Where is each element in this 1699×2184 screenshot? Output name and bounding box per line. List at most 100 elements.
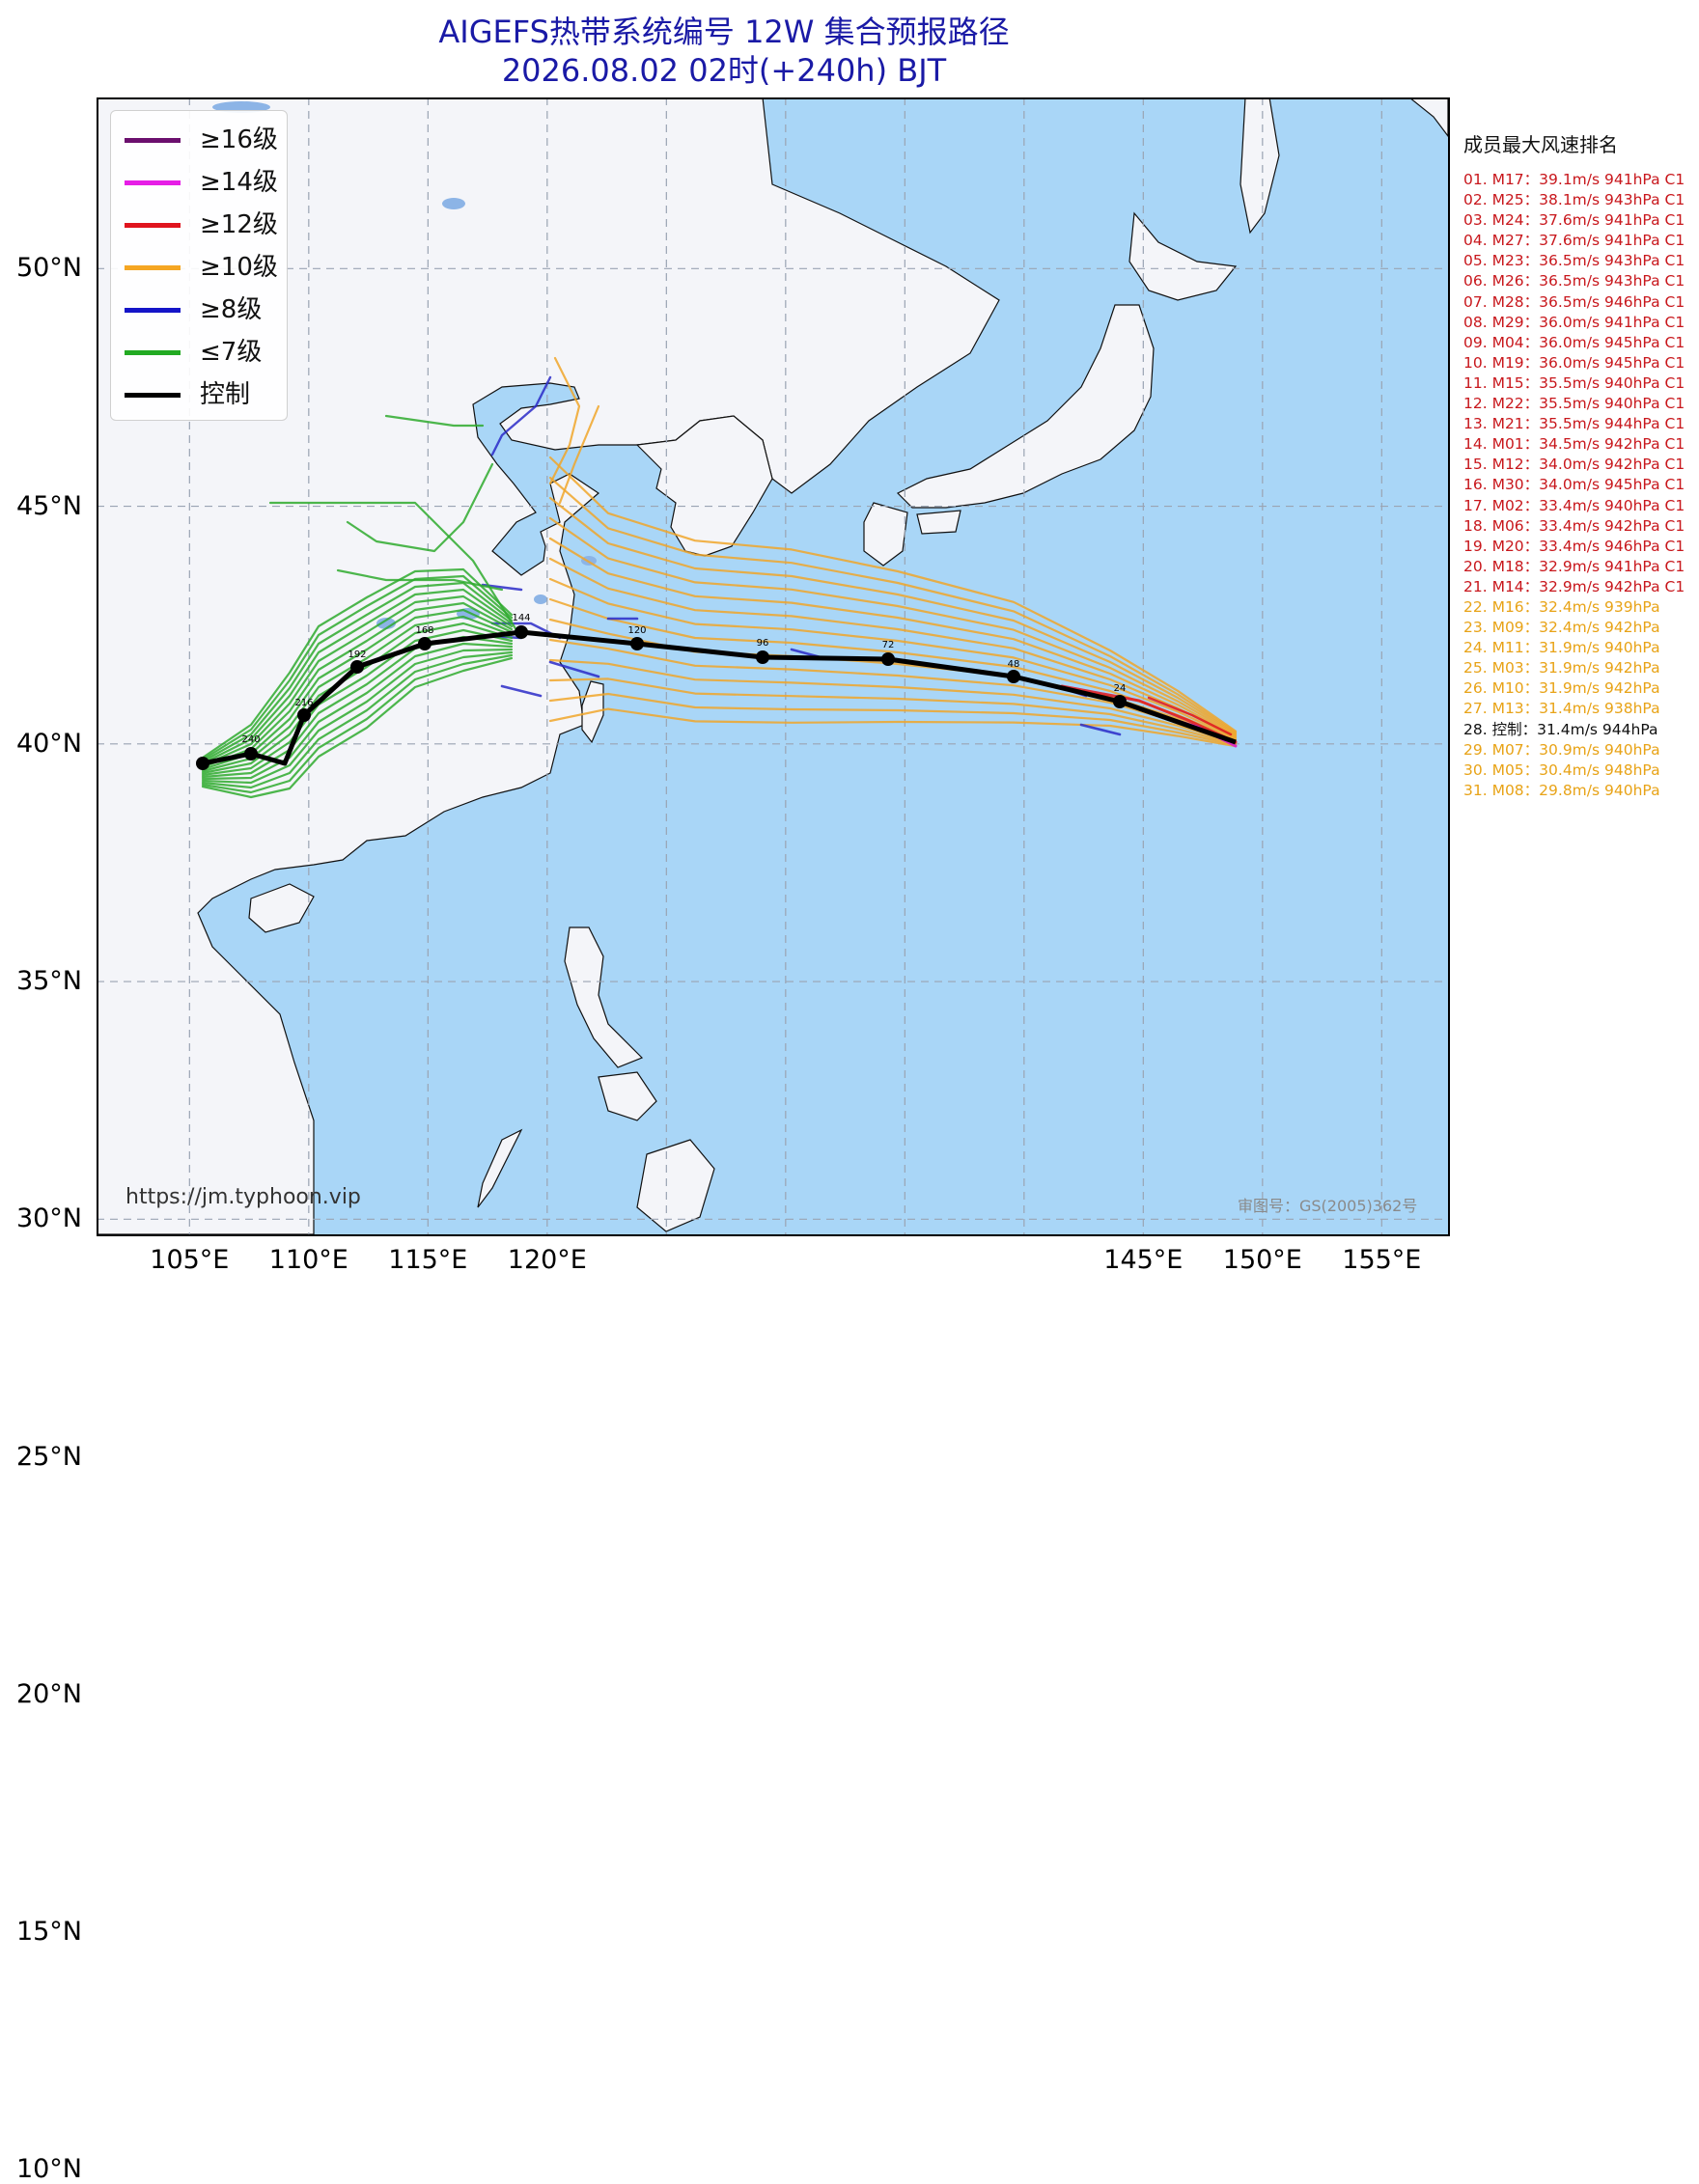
ensemble-member-track — [548, 537, 1238, 737]
ensemble-member-track — [1060, 684, 1238, 744]
ensemble-member-track — [548, 557, 1238, 738]
latitude-label: 45°N — [15, 490, 82, 521]
land-kyushu — [863, 502, 908, 567]
ensemble-member-track — [201, 650, 514, 789]
ranking-row: 22. M16：32.4m/s 939hPa — [1463, 597, 1660, 616]
control-track — [196, 625, 1237, 770]
land-visayas — [598, 1071, 657, 1121]
ensemble-member-track — [201, 567, 514, 760]
ensemble-member-track — [336, 568, 504, 592]
ranking-row: 26. M10：31.9m/s 942hPa — [1463, 679, 1660, 698]
latitude-label: 30°N — [15, 1203, 82, 1234]
ranking-row: 05. M23：36.5m/s 943hPa C1 — [1463, 252, 1685, 270]
land-asia-mainland — [97, 97, 1000, 1234]
legend-label: ≤7级 — [200, 338, 263, 367]
legend-label: ≥8级 — [200, 295, 263, 324]
legend-label: 控制 — [200, 380, 251, 409]
map-title: AIGEFS热带系统编号 12W 集合预报路径 — [438, 14, 1010, 50]
ranking-row: 19. M20：33.4m/s 946hPa C1 — [1463, 537, 1685, 555]
legend-item: ≥16级 — [111, 121, 287, 159]
land-korea — [635, 415, 773, 557]
ensemble-member-track — [384, 414, 485, 428]
ensemble-tracks — [201, 356, 1238, 799]
ensemble-member-track — [548, 516, 1238, 736]
hour-label: 240 — [241, 734, 260, 745]
longitude-label: 110°E — [268, 1245, 348, 1275]
ranking-row: 06. M26：36.5m/s 943hPa C1 — [1463, 272, 1685, 290]
map-canvas[interactable]: 24 48 72 96 120 144 168 192 216 240 — [97, 97, 1448, 1234]
ensemble-member-track — [201, 588, 514, 765]
ensemble-member-track — [201, 653, 514, 794]
ensemble-member-track — [548, 356, 581, 485]
source-watermark: https://jm.typhoon.vip — [125, 1185, 361, 1209]
land-sakhalin — [1239, 97, 1280, 235]
legend-swatch — [125, 265, 181, 270]
legend-item: ≥12级 — [111, 206, 287, 244]
latitude-label: 10°N — [15, 2154, 82, 2184]
latitude-label: 40°N — [15, 728, 82, 759]
hour-label: 168 — [415, 625, 433, 636]
legend-label: ≥16级 — [200, 125, 278, 154]
ensemble-member-track — [201, 608, 514, 771]
ensemble-member-track — [201, 656, 514, 799]
control-track-point — [297, 708, 311, 722]
ranking-row: 13. M21：35.5m/s 944hPa C1 — [1463, 415, 1685, 433]
land-kamchatka — [1408, 97, 1448, 138]
legend-item: ≥10级 — [111, 248, 287, 287]
hour-labels: 24 48 72 96 120 144 168 192 216 240 — [241, 613, 1126, 745]
legend-swatch — [125, 138, 181, 143]
ensemble-member-track — [548, 692, 1238, 747]
land-shikoku — [916, 510, 961, 535]
legend-label: ≥14级 — [200, 168, 278, 197]
legend-label: ≥12级 — [200, 210, 278, 239]
ranking-row: 16. M30：34.0m/s 945hPa C1 — [1463, 476, 1685, 494]
ensemble-member-track — [548, 456, 1238, 733]
longitude-label: 105°E — [150, 1245, 230, 1275]
land-mindanao — [636, 1139, 715, 1232]
ensemble-member-track — [500, 684, 543, 698]
legend-item: 控制 — [111, 375, 287, 414]
longitude-label: 145°E — [1103, 1245, 1184, 1275]
ranking-row: 28. 控制：31.4m/s 944hPa — [1463, 720, 1658, 738]
legend-swatch — [125, 308, 181, 313]
control-track-point — [756, 650, 769, 664]
legend-swatch — [125, 223, 181, 228]
ranking-row: 18. M06：33.4m/s 942hPa C1 — [1463, 516, 1685, 535]
latitude-label: 25°N — [15, 1441, 82, 1472]
ensemble-member-track — [548, 577, 1238, 739]
ensemble-member-track — [548, 658, 1238, 744]
control-track-point — [1113, 695, 1127, 708]
hour-label: 216 — [294, 698, 313, 708]
latitude-label: 15°N — [15, 1917, 82, 1948]
ranking-row: 21. M14：32.9m/s 942hPa C1 — [1463, 577, 1685, 595]
ensemble-member-track — [201, 574, 514, 761]
ranking-row: 17. M02：33.4m/s 940hPa C1 — [1463, 496, 1685, 514]
ensemble-member-track — [1147, 696, 1233, 736]
longitude-label: 115°E — [388, 1245, 468, 1275]
ranking-row: 29. M07：30.9m/s 940hPa — [1463, 740, 1660, 759]
ranking-row: 08. M29：36.0m/s 941hPa C1 — [1463, 313, 1685, 331]
ranking-title: 成员最大风速排名 — [1463, 133, 1618, 156]
ranking-row: 20. M18：32.9m/s 941hPa C1 — [1463, 557, 1685, 575]
legend: ≥16级 ≥14级 ≥12级 ≥10级 ≥8级 ≤7级控制 — [110, 110, 288, 421]
control-track-point — [1007, 670, 1020, 683]
ranking-row: 10. M19：36.0m/s 945hPa C1 — [1463, 353, 1685, 372]
ranking-row: 30. M05：30.4m/s 948hPa — [1463, 760, 1660, 779]
ensemble-member-track — [1079, 723, 1122, 736]
ranking-row: 31. M08：29.8m/s 940hPa — [1463, 781, 1660, 799]
hour-label: 72 — [882, 640, 895, 650]
ensemble-member-track — [346, 462, 494, 553]
land-palawan — [477, 1128, 523, 1208]
control-track-point — [418, 637, 432, 650]
longitude-label: 150°E — [1222, 1245, 1302, 1275]
hour-label: 120 — [627, 625, 646, 636]
ranking-row: 24. M11：31.9m/s 940hPa — [1463, 639, 1660, 657]
ensemble-member-track — [201, 642, 514, 781]
control-track-point — [350, 660, 364, 674]
map-svg: 24 48 72 96 120 144 168 192 216 240 — [97, 97, 1448, 1234]
legend-item: ≤7级 — [111, 333, 287, 372]
ensemble-member-track — [548, 660, 600, 678]
ranking-row: 14. M01：34.5m/s 942hPa C1 — [1463, 435, 1685, 454]
latitude-label: 35°N — [15, 966, 82, 997]
ranking-row: 23. M09：32.4m/s 942hPa — [1463, 619, 1660, 637]
